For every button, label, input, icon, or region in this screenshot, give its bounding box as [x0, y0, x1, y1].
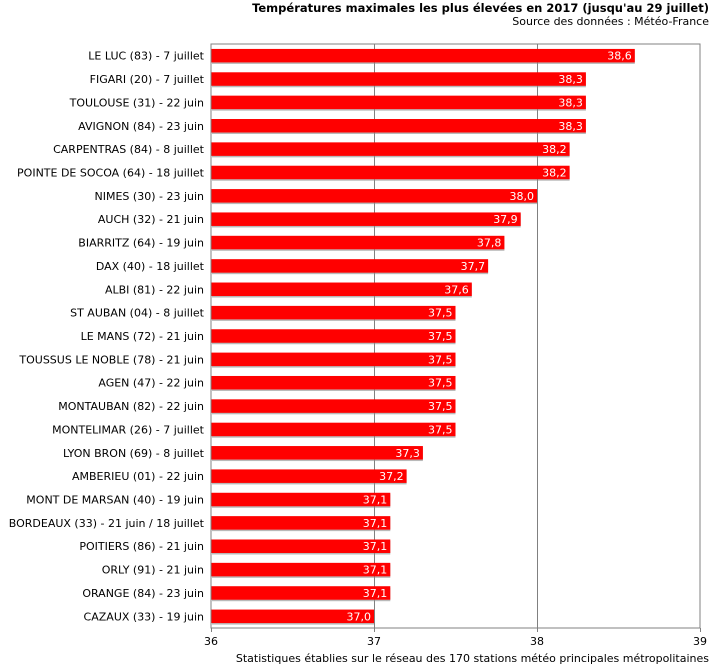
category-label: ORANGE (84) - 23 juin	[82, 587, 204, 600]
value-label: 37,5	[428, 423, 453, 436]
category-label: DAX (40) - 18 juillet	[96, 260, 205, 273]
value-label: 38,3	[558, 120, 583, 133]
bar	[211, 282, 472, 297]
category-label: POINTE DE SOCOA (64) - 18 juillet	[17, 166, 205, 179]
value-label: 38,0	[510, 190, 535, 203]
category-label: MONTAUBAN (82) - 22 juin	[58, 400, 204, 413]
value-label: 37,5	[428, 400, 453, 413]
value-label: 37,5	[428, 377, 453, 390]
bar	[211, 189, 537, 203]
category-label: ORLY (91) - 21 juin	[102, 564, 204, 577]
bar	[211, 212, 521, 226]
bar	[211, 562, 391, 577]
x-tick-label: 36	[204, 635, 218, 648]
value-label: 37,5	[428, 353, 453, 366]
chart-subtitle: Source des données : Météo-France	[512, 15, 709, 28]
category-label: AGEN (47) - 22 juin	[98, 377, 204, 390]
value-label: 37,1	[363, 540, 388, 553]
value-label: 37,1	[363, 494, 388, 507]
category-label: MONTELIMAR (26) - 7 juillet	[52, 423, 205, 436]
bar	[211, 469, 407, 483]
value-label: 37,9	[493, 213, 518, 226]
category-label: LE MANS (72) - 21 juin	[81, 330, 204, 343]
category-label: CAZAUX (33) - 19 juin	[84, 610, 204, 623]
chart-title: Températures maximales les plus élevées …	[252, 1, 709, 15]
value-label: 37,1	[363, 587, 388, 600]
bar	[211, 375, 456, 390]
bar	[211, 165, 570, 180]
category-label: BIARRITZ (64) - 19 juin	[78, 237, 204, 250]
bar	[211, 72, 586, 86]
category-label: NIMES (30) - 23 juin	[95, 190, 205, 203]
bar	[211, 422, 456, 437]
value-label: 38,3	[558, 73, 583, 86]
x-tick-label: 38	[530, 635, 544, 648]
category-label: ST AUBAN (04) - 8 juillet	[70, 307, 205, 320]
value-label: 37,6	[444, 283, 469, 296]
bar	[211, 586, 391, 600]
bar	[211, 516, 391, 530]
bar	[211, 539, 391, 553]
value-label: 37,5	[428, 330, 453, 343]
value-label: 37,1	[363, 564, 388, 577]
value-labels: 38,6 38,3 38,3 38,3 38,2 38,2 38,0 37,9 37,8 37,7…	[347, 50, 632, 624]
bar	[211, 142, 570, 156]
category-label: LE LUC (83) - 7 juillet	[88, 50, 204, 63]
value-label: 38,2	[542, 143, 567, 156]
category-label: BORDEAUX (33) - 21 juin / 18 juillet	[9, 517, 205, 530]
category-labels: LE LUC (83) - 7 juillet FIGARI (20) - 7 j…	[9, 50, 205, 624]
category-label: POITIERS (86) - 21 juin	[79, 540, 204, 553]
bars	[211, 48, 635, 625]
category-label: LYON BRON (69) - 8 juillet	[63, 447, 205, 460]
value-label: 37,1	[363, 517, 388, 530]
category-label: ALBI (81) - 22 juin	[105, 283, 204, 296]
x-tick-label: 37	[367, 635, 381, 648]
value-label: 37,3	[395, 447, 420, 460]
value-label: 38,3	[558, 96, 583, 109]
chart-footnote: Statistiques établies sur le réseau des …	[235, 652, 709, 665]
x-tick-label: 39	[693, 635, 707, 648]
category-label: AMBERIEU (01) - 22 juin	[72, 470, 204, 483]
value-label: 37,0	[347, 610, 372, 623]
bar	[211, 48, 635, 63]
bar	[211, 235, 505, 250]
category-label: TOUSSUS LE NOBLE (78) - 21 juin	[18, 353, 204, 366]
bar	[211, 399, 456, 413]
bar	[211, 259, 489, 273]
category-label: TOULOUSE (31) - 22 juin	[69, 96, 204, 109]
bar	[211, 492, 391, 507]
value-label: 38,6	[607, 50, 632, 63]
value-label: 37,5	[428, 307, 453, 320]
bar	[211, 609, 374, 624]
category-label: AVIGNON (84) - 23 juin	[78, 120, 204, 133]
value-label: 37,2	[379, 470, 404, 483]
category-label: MONT DE MARSAN (40) - 19 juin	[26, 494, 204, 507]
category-label: AUCH (32) - 21 juin	[98, 213, 204, 226]
category-label: FIGARI (20) - 7 juillet	[90, 73, 205, 86]
bar	[211, 352, 456, 367]
x-axis-ticks: 36 37 38 39	[204, 628, 707, 648]
value-label: 38,2	[542, 166, 567, 179]
value-label: 37,8	[477, 237, 502, 250]
bar	[211, 329, 456, 343]
category-label: CARPENTRAS (84) - 8 juillet	[53, 143, 205, 156]
value-label: 37,7	[461, 260, 486, 273]
bar	[211, 305, 456, 320]
bar	[211, 95, 586, 110]
bar	[211, 446, 423, 460]
bar	[211, 119, 586, 133]
